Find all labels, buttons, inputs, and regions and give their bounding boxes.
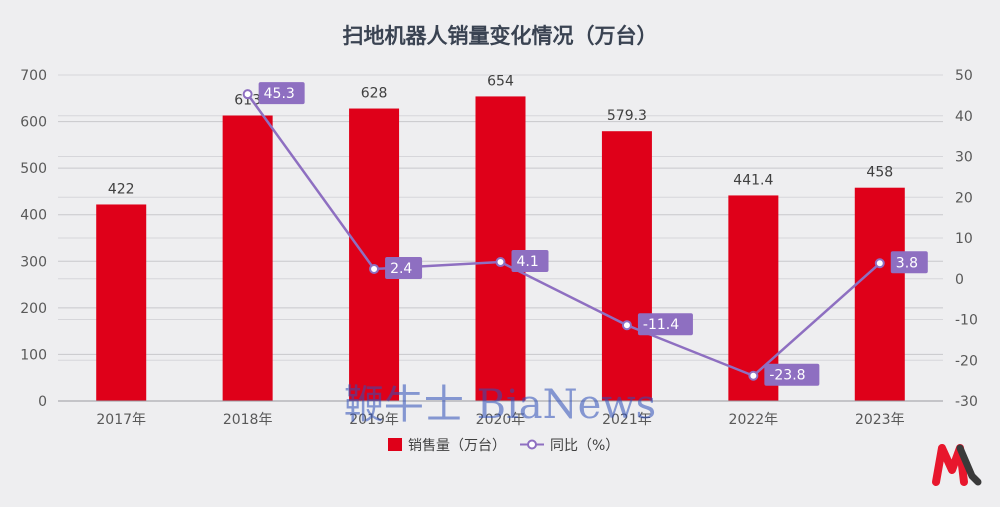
bar xyxy=(96,204,147,401)
y-left-tick-label: 400 xyxy=(20,208,47,224)
bar-value-label: 458 xyxy=(866,165,893,181)
line-value-label: 45.3 xyxy=(264,86,295,102)
line-point xyxy=(369,263,380,274)
line-value-label: 2.4 xyxy=(390,261,412,277)
bar-value-label: 628 xyxy=(361,86,388,102)
line-value-label: -11.4 xyxy=(643,317,679,333)
line-value-box xyxy=(764,363,820,386)
x-axis: 2017年 2018年 2019年 2020年 2021年 2022年 2023年 xyxy=(58,400,943,428)
line-value-box xyxy=(511,250,549,273)
x-tick-label: 2020年 xyxy=(476,412,526,428)
bar xyxy=(349,108,400,401)
line-value-box xyxy=(385,256,423,279)
y-right-tick-label: -10 xyxy=(955,313,978,329)
y-left-tick-label: 600 xyxy=(20,115,47,131)
legend: 销售量（万台） 同比（%） xyxy=(388,438,619,454)
bar xyxy=(475,96,526,402)
y-left-tick-label: 700 xyxy=(20,68,47,84)
legend-swatch-marker xyxy=(527,439,537,450)
y-left-tick-label: 100 xyxy=(20,347,47,363)
legend-swatch-bar xyxy=(388,438,402,451)
chart-title: 扫地机器人销量变化情况（万台） xyxy=(343,24,658,48)
legend-label-bar: 销售量（万台） xyxy=(408,438,506,454)
y-right-tick-label: -30 xyxy=(955,394,978,410)
m-logo-icon xyxy=(932,444,982,486)
y-axis-left: 0 100 200 300 400 500 600 700 xyxy=(20,68,47,410)
x-tick-label: 2018年 xyxy=(223,412,273,428)
bar-value-label: 422 xyxy=(108,181,135,197)
y-right-tick-label: 10 xyxy=(955,231,973,247)
y-left-tick-label: 0 xyxy=(38,394,47,410)
bar-value-label: 441.4 xyxy=(733,172,773,188)
line-value-label: 4.1 xyxy=(517,254,539,270)
x-tick-label: 2021年 xyxy=(602,412,652,428)
line-series: 45.3 2.4 4.1 -11.4 -23.8 3.8 xyxy=(242,82,928,386)
y-axis-right: -30 -20 -10 0 10 20 30 40 50 xyxy=(955,68,978,410)
y-right-tick-label: 40 xyxy=(955,109,973,125)
y-left-tick-label: 200 xyxy=(20,301,47,317)
legend-label-line: 同比（%） xyxy=(550,438,619,454)
line-point xyxy=(748,370,759,381)
y-right-tick-label: 30 xyxy=(955,150,973,166)
y-right-tick-label: 20 xyxy=(955,190,973,206)
yoy-line xyxy=(246,93,881,378)
line-value-box xyxy=(890,251,928,274)
x-tick-label: 2022年 xyxy=(729,412,779,428)
bar-value-label: 579.3 xyxy=(607,108,647,124)
y-left-tick-label: 500 xyxy=(20,161,47,177)
bar-value-label: 654 xyxy=(487,73,514,89)
x-tick-label: 2023年 xyxy=(855,412,905,428)
bar xyxy=(222,115,273,401)
y-left-tick-label: 300 xyxy=(20,254,47,270)
line-point xyxy=(242,89,253,100)
y-right-tick-label: 0 xyxy=(955,272,964,288)
line-value-label: -23.8 xyxy=(769,368,805,384)
line-point xyxy=(621,320,632,331)
x-tick-label: 2019年 xyxy=(349,412,399,428)
line-point xyxy=(495,257,506,268)
watermark-text: 鞭牛士 BiaNews xyxy=(344,382,656,428)
line-point xyxy=(874,258,885,269)
bar xyxy=(601,131,652,401)
y-right-tick-label: 50 xyxy=(955,68,973,84)
line-value-box xyxy=(258,82,305,105)
y-right-tick-label: -20 xyxy=(955,353,978,369)
line-value-label: 3.8 xyxy=(896,255,918,271)
line-value-box xyxy=(637,313,693,336)
x-tick-label: 2017年 xyxy=(96,412,146,428)
bar xyxy=(854,187,905,401)
